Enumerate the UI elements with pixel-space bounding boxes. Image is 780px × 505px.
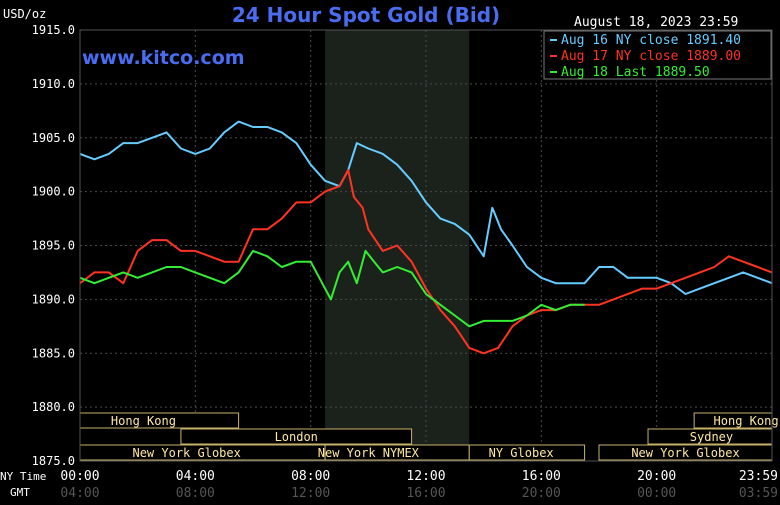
x-tick-label-gmt: 16:00 <box>406 486 445 501</box>
y-tick-label: 1905.0 <box>32 131 75 145</box>
series-line-1 <box>79 120 773 295</box>
y-axis: 1915.0 1910.0 1905.0 1900.0 1895.0 1890.0 1885… <box>32 23 75 468</box>
x-row-label-gmt: GMT <box>10 486 30 499</box>
market-session-bars: Hong Kong London New York Globex New York N… <box>79 412 779 461</box>
session-label: London <box>275 430 318 444</box>
session-label: Hong Kong <box>111 414 176 428</box>
y-tick-label: 1875.0 <box>32 454 75 468</box>
legend-entry: Aug 17 NY close 1889.00 <box>561 49 741 64</box>
x-tick-label-ny: 12:00 <box>406 469 445 484</box>
session-label: Sydney <box>690 430 733 444</box>
session-bar <box>180 428 413 445</box>
x-row-label-ny: NY Time <box>0 470 46 483</box>
session-label: New York Globex <box>132 446 240 460</box>
y-tick-label: 1895.0 <box>32 239 75 253</box>
series-line-2 <box>79 169 773 355</box>
chart-title: 24 Hour Spot Gold (Bid) <box>232 3 500 27</box>
series-line-3 <box>79 249 585 328</box>
x-tick-label-ny: 00:00 <box>60 469 99 484</box>
y-axis-unit: USD/oz <box>3 7 46 21</box>
x-tick-label-ny: 16:00 <box>522 469 561 484</box>
legend-entry: Aug 18 Last 1889.50 <box>561 65 710 80</box>
y-tick-label: 1885.0 <box>32 346 75 360</box>
y-tick-label: 1915.0 <box>32 23 75 37</box>
x-tick-label-gmt: 04:00 <box>60 486 99 501</box>
x-tick-label-gmt: 12:00 <box>291 486 330 501</box>
legend-entry: Aug 16 NY close 1891.40 <box>561 33 741 48</box>
x-tick-label-ny: 20:00 <box>637 469 676 484</box>
y-tick-label: 1900.0 <box>32 185 75 199</box>
x-axis: NY Time GMT 00:00 04:00 08:00 12:00 16:00 20:00… <box>0 469 778 501</box>
y-tick-label: 1910.0 <box>32 77 75 91</box>
series-lines <box>79 120 773 355</box>
plot-border <box>79 29 773 462</box>
session-bar <box>468 444 586 461</box>
x-tick-label-gmt: 20:00 <box>522 486 561 501</box>
session-label: Hong Kong <box>714 414 779 428</box>
legend-box <box>543 30 772 80</box>
x-tick-label-gmt: 08:00 <box>176 486 215 501</box>
x-tick-label-gmt: 03:59 <box>739 486 778 501</box>
chart-date: August 18, 2023 23:59 <box>574 15 738 30</box>
x-tick-label-gmt: 00:00 <box>637 486 676 501</box>
y-tick-label: 1890.0 <box>32 292 75 306</box>
session-label: NY Globex <box>489 446 554 460</box>
watermark: www.kitco.com <box>82 47 245 69</box>
x-tick-label-ny: 23:59 <box>739 469 778 484</box>
session-label: New York NYMEX <box>318 446 420 460</box>
x-tick-label-ny: 08:00 <box>291 469 330 484</box>
y-tick-label: 1880.0 <box>32 400 75 414</box>
x-tick-label-ny: 04:00 <box>176 469 215 484</box>
session-label: New York Globex <box>631 446 739 460</box>
